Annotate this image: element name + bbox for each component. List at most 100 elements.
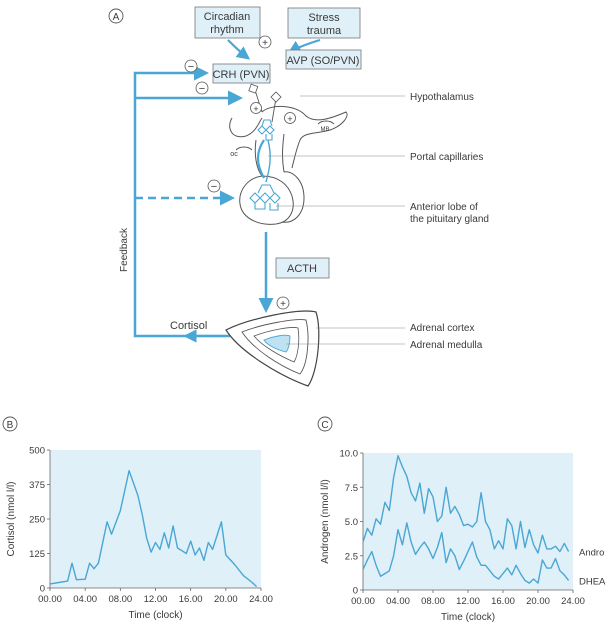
minus-sign-hypothalamus: − <box>199 83 205 95</box>
y-tick-label: 500 <box>29 446 45 457</box>
minus-sign-pituitary: − <box>211 181 217 193</box>
x-tick-label: 12.00 <box>456 596 480 607</box>
mb-label: MB <box>321 127 330 133</box>
portal-vessel-left <box>256 139 265 179</box>
y-tick-label: 125 <box>29 549 45 560</box>
acth-box <box>275 257 330 279</box>
adrenal-inner-layer <box>253 327 300 363</box>
adrenal-outer <box>225 310 320 387</box>
panel-c-letter-circle <box>317 416 333 432</box>
x-tick-label: 04.00 <box>386 596 410 607</box>
adrenal-medulla-label: Adrenal medulla <box>410 340 483 351</box>
plus-circle-acth <box>276 296 290 310</box>
oc-label: oc <box>230 151 238 158</box>
x-tick-label: 16.00 <box>491 596 515 607</box>
cortisol-label: Cortisol <box>170 320 207 332</box>
y-axis-label: Androgen (nmol l/l) <box>320 479 331 563</box>
top-plus-circle <box>258 35 272 49</box>
infundibulum-outline <box>254 133 285 177</box>
minus-circle-crh <box>184 59 198 73</box>
x-axis-label: Time (clock) <box>128 610 182 621</box>
anterior-lobe-label-line2: the pituitary gland <box>410 214 489 225</box>
minus-sign-crh: − <box>188 61 194 73</box>
y-tick-label: 5.0 <box>345 517 358 528</box>
x-axis-label: Time (clock) <box>441 612 495 623</box>
minus-circle-pituitary <box>207 179 221 193</box>
circadian-arrow <box>227 39 251 60</box>
plus-sign-crh-neuron: + <box>253 104 258 114</box>
circadian-label-line1: Circadian <box>204 11 250 23</box>
x-tick-label: 20.00 <box>526 596 550 607</box>
avp-neuron-axon <box>271 97 277 123</box>
series-label-andro: Andro <box>579 548 604 559</box>
stress-label-line1: Stress <box>308 12 340 24</box>
avp-box <box>285 49 362 70</box>
adrenal-gland-illustration <box>225 310 320 387</box>
mammillary-body <box>317 120 335 125</box>
y-axis-label: Cortisol (nmol l/l) <box>6 481 17 556</box>
series-line-andro <box>362 455 570 554</box>
avp-label: AVP (SO/PVN) <box>287 55 360 67</box>
series-label-dhea: DHEA <box>579 576 606 587</box>
x-tick-label: 16.00 <box>179 594 203 605</box>
x-tick-label: 00.00 <box>351 596 375 607</box>
portal-vessel-right <box>265 139 271 183</box>
cortisol-chart: 00.00 04.00 08.00 12.00 16.00 20.00 24.00 0 125 2… <box>6 446 273 622</box>
y-tick-label: 0 <box>353 586 358 597</box>
plot-area <box>363 453 573 590</box>
panel-b-letter: B <box>7 420 14 431</box>
circadian-box <box>194 6 261 39</box>
x-tick-label: 00.00 <box>38 594 62 605</box>
adrenal-cortex-label: Adrenal cortex <box>410 323 474 334</box>
plus-sign-acth: + <box>280 299 286 310</box>
plus-circle-avp-neuron <box>284 112 296 124</box>
hypothalamus-pituitary-illustration: MB oc + + <box>229 83 348 225</box>
panel-a: A Circadian rhythm Stress trauma + CRH (… <box>108 6 489 387</box>
y-tick-label: 7.5 <box>345 483 358 494</box>
x-tick-label: 20.00 <box>214 594 238 605</box>
feedback-loop-line <box>133 65 230 338</box>
crh-box <box>212 63 271 84</box>
panel-a-letter: A <box>113 12 120 23</box>
panel-a-letter-circle <box>108 8 124 24</box>
panel-c: C 00.00 04.00 08.00 12.00 16.00 20.00 24.00 0 2.… <box>317 416 606 624</box>
anterior-lobe-label-line1: Anterior lobe of <box>410 202 478 213</box>
feedback-label: Feedback <box>119 227 130 272</box>
optic-chiasm <box>235 146 253 151</box>
portal-capillary-network <box>249 119 281 211</box>
capillary-plexus-upper <box>257 119 275 141</box>
plot-area <box>50 450 261 588</box>
x-tick-label: 12.00 <box>144 594 168 605</box>
series-line <box>49 470 258 588</box>
anterior-pituitary-outline <box>239 175 294 225</box>
plus-circle-crh-neuron <box>250 102 262 114</box>
posterior-pituitary-outline <box>281 171 305 223</box>
y-tick-label: 2.5 <box>345 551 358 562</box>
crh-neuron-body <box>248 83 259 94</box>
minus-circle-hypothalamus <box>195 81 209 95</box>
androgen-chart: 00.00 04.00 08.00 12.00 16.00 20.00 24.00 0 2.5 5… <box>320 449 606 624</box>
panel-b-letter-circle <box>2 416 18 432</box>
y-tick-label: 10.0 <box>340 449 359 460</box>
circadian-label-line2: rhythm <box>210 24 244 36</box>
x-tick-label: 08.00 <box>421 596 445 607</box>
y-tick-label: 0 <box>40 584 45 595</box>
x-tick-label: 24.00 <box>249 594 273 605</box>
crh-label: CRH (PVN) <box>213 69 270 81</box>
stress-box <box>287 7 361 39</box>
panel-b: B 00.00 04.00 08.00 12.00 16.00 20.00 24.00 0 12… <box>2 416 273 622</box>
plus-sign-avp-neuron: + <box>287 114 292 124</box>
capillary-plexus-lower <box>249 184 281 211</box>
x-tick-label: 24.00 <box>561 596 585 607</box>
avp-neuron-body <box>270 91 282 103</box>
adrenal-medulla <box>263 334 291 353</box>
y-tick-label: 250 <box>29 515 45 526</box>
adrenal-cortex-layer <box>241 319 309 375</box>
panel-c-letter: C <box>321 420 328 431</box>
series-line-dhea <box>362 522 570 584</box>
acth-label: ACTH <box>287 263 317 275</box>
top-plus-sign: + <box>262 38 268 49</box>
x-tick-label: 08.00 <box>108 594 132 605</box>
hypothalamus-outline <box>229 106 348 169</box>
